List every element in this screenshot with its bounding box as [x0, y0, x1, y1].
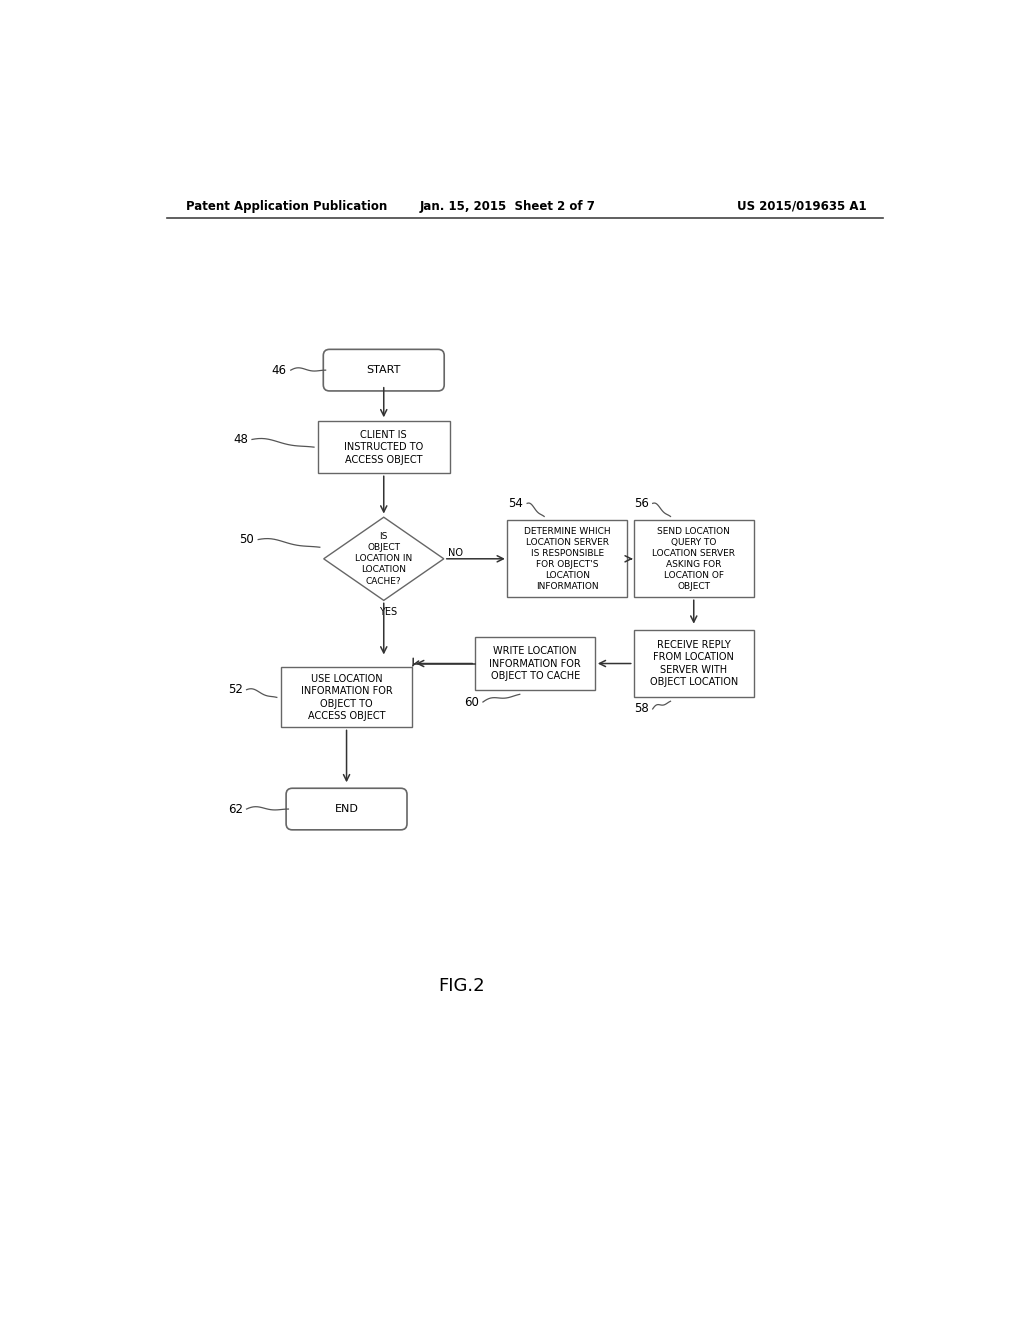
Text: NO: NO: [449, 548, 464, 557]
Text: FIG.2: FIG.2: [438, 977, 484, 995]
Text: 58: 58: [634, 702, 649, 715]
Bar: [317, 421, 450, 474]
Bar: [507, 520, 628, 598]
Text: CLIENT IS
INSTRUCTED TO
ACCESS OBJECT: CLIENT IS INSTRUCTED TO ACCESS OBJECT: [344, 430, 423, 465]
Text: 56: 56: [634, 496, 649, 510]
Bar: [281, 668, 413, 727]
Bar: [475, 636, 595, 690]
Text: 48: 48: [233, 433, 248, 446]
Text: 52: 52: [227, 684, 243, 696]
Text: START: START: [367, 366, 401, 375]
Text: SEND LOCATION
QUERY TO
LOCATION SERVER
ASKING FOR
LOCATION OF
OBJECT: SEND LOCATION QUERY TO LOCATION SERVER A…: [652, 527, 735, 591]
Text: 46: 46: [272, 363, 287, 376]
Text: US 2015/019635 A1: US 2015/019635 A1: [737, 199, 867, 213]
Text: YES: YES: [379, 607, 396, 616]
Text: DETERMINE WHICH
LOCATION SERVER
IS RESPONSIBLE
FOR OBJECT'S
LOCATION
INFORMATION: DETERMINE WHICH LOCATION SERVER IS RESPO…: [524, 527, 610, 591]
Polygon shape: [324, 517, 443, 601]
Text: 60: 60: [464, 696, 479, 709]
Text: 50: 50: [240, 533, 254, 546]
Bar: [634, 630, 754, 697]
Text: Patent Application Publication: Patent Application Publication: [186, 199, 387, 213]
FancyBboxPatch shape: [324, 350, 444, 391]
Text: USE LOCATION
INFORMATION FOR
OBJECT TO
ACCESS OBJECT: USE LOCATION INFORMATION FOR OBJECT TO A…: [301, 673, 392, 721]
Text: Jan. 15, 2015  Sheet 2 of 7: Jan. 15, 2015 Sheet 2 of 7: [420, 199, 596, 213]
Text: 62: 62: [227, 803, 243, 816]
Text: IS
OBJECT
LOCATION IN
LOCATION
CACHE?: IS OBJECT LOCATION IN LOCATION CACHE?: [355, 532, 413, 586]
Text: END: END: [335, 804, 358, 814]
Text: WRITE LOCATION
INFORMATION FOR
OBJECT TO CACHE: WRITE LOCATION INFORMATION FOR OBJECT TO…: [489, 645, 582, 681]
Bar: [634, 520, 754, 598]
Text: RECEIVE REPLY
FROM LOCATION
SERVER WITH
OBJECT LOCATION: RECEIVE REPLY FROM LOCATION SERVER WITH …: [649, 640, 738, 688]
FancyBboxPatch shape: [286, 788, 407, 830]
Text: 54: 54: [508, 496, 523, 510]
